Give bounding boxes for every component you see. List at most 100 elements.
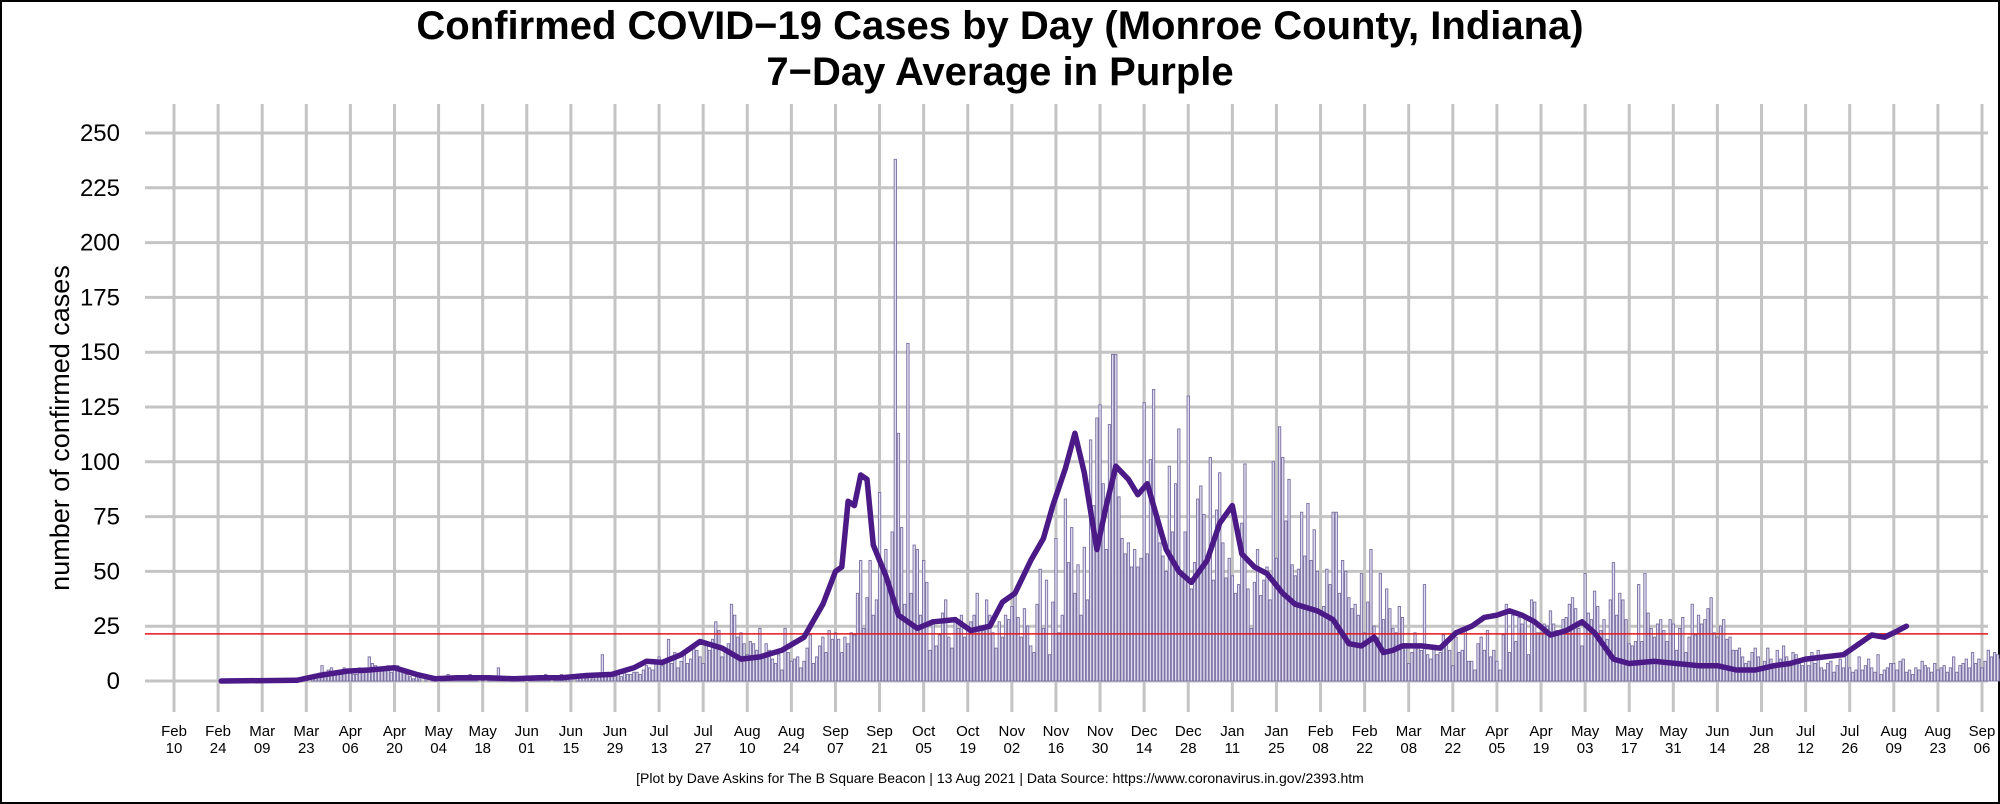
case-bar [1000,636,1005,682]
x-tick-month: Apr [1529,723,1552,740]
case-bar [1010,606,1014,682]
x-tick-day: 02 [1004,740,1021,757]
case-bar [1218,472,1222,682]
case-bar [638,673,642,682]
case-bar [651,669,655,682]
case-bar [1221,542,1225,682]
case-bar [629,673,633,682]
case-bar [1810,652,1814,682]
x-tick-month: Jul [694,723,713,740]
case-bar [865,597,869,682]
case-bar [1873,671,1877,682]
x-tick-month: Dec [1175,723,1202,740]
case-bar [1227,557,1231,682]
case-bar [1690,603,1694,682]
case-bar [742,643,746,682]
seven-day-average-line [218,430,1910,684]
case-bar [632,671,636,682]
case-bar [1148,459,1153,682]
case-bar [1895,669,1899,682]
seven-day-average [218,430,1910,684]
case-bar [600,654,605,682]
case-bar [1907,669,1912,682]
case-bar [934,645,938,682]
case-bar [373,665,378,682]
case-bar [1517,616,1521,682]
case-bar [1303,555,1307,682]
case-bar [673,652,677,682]
x-tick-month: Aug [778,723,805,740]
case-bar [1687,636,1691,682]
x-tick-day: 03 [1577,740,1594,757]
case-bar [1970,652,1975,682]
case-bar [1419,649,1423,682]
case-bar [1892,663,1896,682]
y-tick-label: 175 [80,284,120,311]
case-bar [862,627,866,682]
case-bar [1709,597,1713,682]
case-bar [1029,645,1033,682]
x-tick-month: Oct [912,723,936,740]
x-tick-day: 06 [1974,740,1991,757]
case-bar [1199,485,1203,682]
case-bar [635,671,639,682]
case-bar [1463,627,1468,682]
case-bar [717,630,721,682]
case-bar [780,669,784,682]
case-bar [1224,577,1228,682]
y-tick-label: 75 [93,504,120,531]
x-tick-day: 24 [210,740,227,757]
case-bar [1230,575,1234,682]
case-bar [1911,673,1915,682]
case-bar [676,667,680,682]
case-bar [1778,658,1783,682]
x-tick-month: Aug [734,723,761,740]
case-bar [1066,562,1071,682]
x-tick-day: 16 [1048,740,1065,757]
case-bar [1914,667,1918,682]
case-bar [1983,660,1987,682]
x-tick-labels: Feb10Feb24Mar09Mar23Apr06Apr20May04May18… [161,723,1995,757]
x-tick-month: Oct [956,723,980,740]
case-bar [1441,634,1445,682]
case-bar [1832,671,1836,682]
case-bar [1763,660,1767,682]
case-bar [956,627,960,682]
case-bar [1492,649,1496,682]
case-bar [1958,665,1962,682]
case-bar [840,652,844,682]
case-bar [1848,667,1852,682]
case-bar [1854,669,1858,682]
case-bar [1170,531,1175,682]
case-bar [1696,614,1701,682]
case-bar [937,634,942,682]
case-bar [1372,625,1376,682]
case-bar [1328,584,1332,682]
case-bar [808,634,812,682]
case-bar [755,649,759,682]
x-tick-month: Feb [1352,723,1378,740]
case-bar [988,614,992,682]
case-bar [1085,599,1090,682]
case-bar [748,641,753,682]
case-bar [959,614,964,682]
case-bar [1948,667,1953,682]
case-bar [1621,599,1625,682]
case-bar [1655,623,1660,682]
case-bar [1177,428,1181,682]
case-bar [944,599,948,682]
case-bar [833,632,838,682]
x-tick-day: 28 [1753,740,1770,757]
case-bar [767,649,771,682]
case-bar [1300,511,1304,682]
case-bar [1394,632,1398,682]
case-bar [1942,665,1946,682]
case-bar [1476,643,1480,682]
case-bar [1570,597,1575,682]
case-bar [1139,557,1143,682]
case-bar [1926,667,1931,682]
x-tick-month: Mar [293,723,319,740]
case-bar [981,630,986,682]
case-bar [1479,636,1483,682]
case-bar [1306,503,1310,682]
